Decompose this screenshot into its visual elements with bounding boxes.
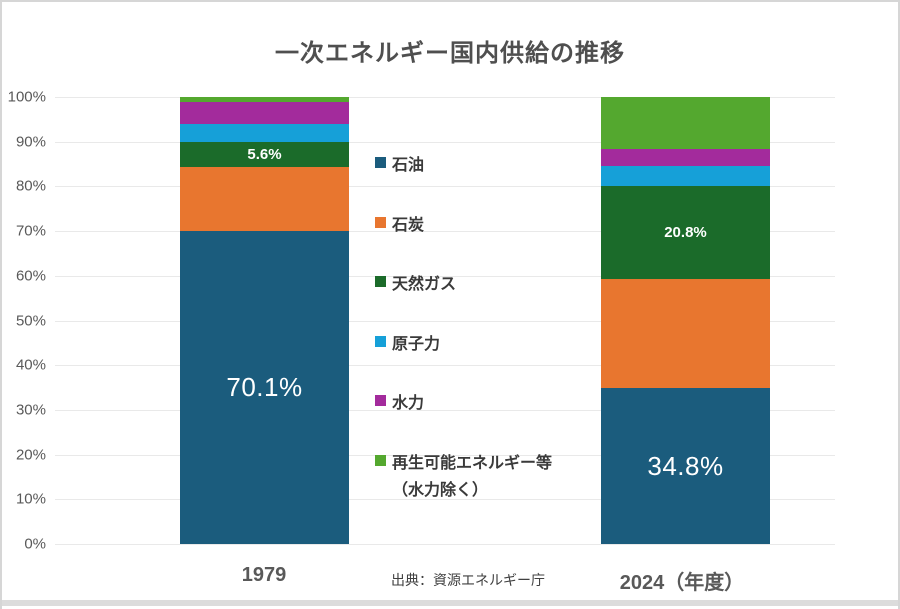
stacked-bar-2024: 34.8% 20.8% xyxy=(601,97,770,544)
y-tick-label: 30% xyxy=(15,401,46,419)
legend-item: 石炭 xyxy=(375,212,424,239)
gridline xyxy=(55,544,835,545)
y-tick-label: 20% xyxy=(15,446,46,464)
bar-segment: 70.1% xyxy=(180,230,349,544)
legend-swatch-icon xyxy=(375,276,386,287)
bar-segment xyxy=(180,124,349,142)
gridline xyxy=(55,410,835,411)
bar-segment xyxy=(601,165,770,186)
y-tick-label: 0% xyxy=(24,535,46,553)
bar-segment: 5.6% xyxy=(180,141,349,167)
gridline xyxy=(55,142,835,143)
bottom-edge-strip xyxy=(2,600,898,606)
y-tick-label: 100% xyxy=(7,88,46,106)
gridline xyxy=(55,231,835,232)
y-tick-label: 10% xyxy=(15,490,46,508)
y-tick-label: 70% xyxy=(15,222,46,240)
legend-swatch-icon xyxy=(375,454,386,466)
bar-segment: 34.8% xyxy=(601,388,770,544)
legend-label: 原子力 xyxy=(392,335,441,353)
segment-value-label: 20.8% xyxy=(664,223,707,241)
legend-label: 水力 xyxy=(392,395,425,412)
source-note: 出典：資源エネルギー庁 xyxy=(391,572,545,588)
segment-value-label: 34.8% xyxy=(647,450,724,481)
plot-area: 70.1% 5.6% 34.8% 20.8% xyxy=(55,97,835,545)
segment-value-label: 70.1% xyxy=(226,371,303,402)
legend-swatch-icon xyxy=(375,157,386,168)
legend-swatch-icon xyxy=(375,395,386,406)
bar-segment xyxy=(180,97,349,102)
bar-segment xyxy=(601,97,770,150)
y-tick-label: 60% xyxy=(15,267,46,285)
gridline xyxy=(55,321,835,322)
bar-segment: 20.8% xyxy=(601,185,770,279)
y-tick-label: 40% xyxy=(15,356,46,374)
legend-swatch-icon xyxy=(375,335,386,347)
legend-item: 原子力 xyxy=(375,331,440,358)
stacked-bar-1979: 70.1% 5.6% xyxy=(180,97,349,544)
bar-segment xyxy=(601,278,770,389)
gridline xyxy=(55,499,835,500)
segment-value-label: 5.6% xyxy=(247,145,282,163)
y-tick-label: 90% xyxy=(15,133,46,151)
x-axis-label-2024: 2024（年度） xyxy=(619,572,745,594)
chart-title: 一次エネルギー国内供給の推移 xyxy=(275,40,625,67)
gridline xyxy=(55,365,835,366)
gridline xyxy=(55,186,835,187)
bar-segment xyxy=(180,166,349,231)
legend-item: 石油 xyxy=(375,152,424,179)
bar-segment xyxy=(180,101,349,125)
gridline xyxy=(55,455,835,456)
y-tick-label: 80% xyxy=(15,177,46,195)
y-tick-label: 50% xyxy=(15,312,46,329)
legend-item: 再生可能エネルギー等 （水力除く） xyxy=(375,450,552,504)
legend-label: 天然ガス xyxy=(392,276,457,293)
legend-item: 水力 xyxy=(375,390,424,417)
legend-label: 石油 xyxy=(392,157,425,174)
gridline xyxy=(55,97,835,98)
bar-segment xyxy=(601,149,770,166)
legend-label: 再生可能エネルギー等 （水力除く） xyxy=(392,454,553,499)
gridline xyxy=(55,276,835,277)
legend-label: 石炭 xyxy=(392,216,425,234)
legend-item: 天然ガス xyxy=(375,271,456,298)
legend-swatch-icon xyxy=(375,216,386,228)
x-axis-label-1979: 1979 xyxy=(241,564,287,586)
